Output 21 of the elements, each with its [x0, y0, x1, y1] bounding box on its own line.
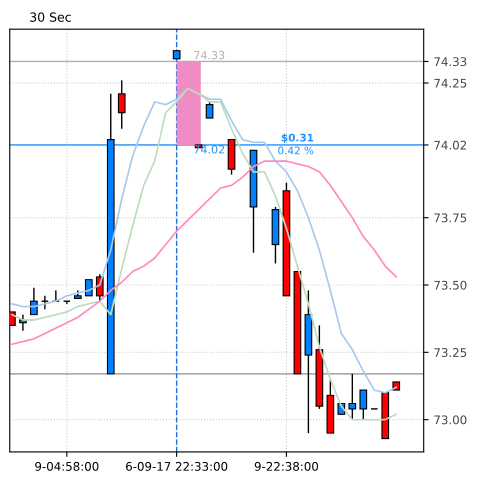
y-tick-label: 73.50 [434, 280, 466, 290]
candlestick [359, 389, 368, 420]
line-series [11, 160, 398, 346]
ref-line-label: 74.02 [194, 145, 224, 154]
ref-line-label: 74.33 [194, 50, 224, 60]
candlestick [206, 101, 214, 119]
y-tick-label: 74.25 [434, 78, 466, 88]
annotation: $0.31 [282, 133, 314, 143]
chart-title: 30 Sec [30, 12, 71, 22]
candlestick [118, 80, 126, 130]
y-tick-label: 74.02 [434, 140, 466, 150]
candlestick [348, 373, 356, 420]
y-tick-label: 74.33 [434, 57, 466, 66]
x-tick-label: 6-09-17 22:33:00 [126, 462, 228, 471]
x-tick-label: 9-04:58:00 [35, 462, 98, 471]
y-tick-label: 73.25 [434, 348, 466, 357]
x-tick-label: 9-22:38:00 [254, 462, 318, 471]
annotation: 0.42 % [278, 146, 314, 154]
candlestick [40, 295, 49, 310]
y-tick-label: 73.00 [434, 415, 466, 424]
y-tick-label: 73.75 [434, 213, 466, 222]
